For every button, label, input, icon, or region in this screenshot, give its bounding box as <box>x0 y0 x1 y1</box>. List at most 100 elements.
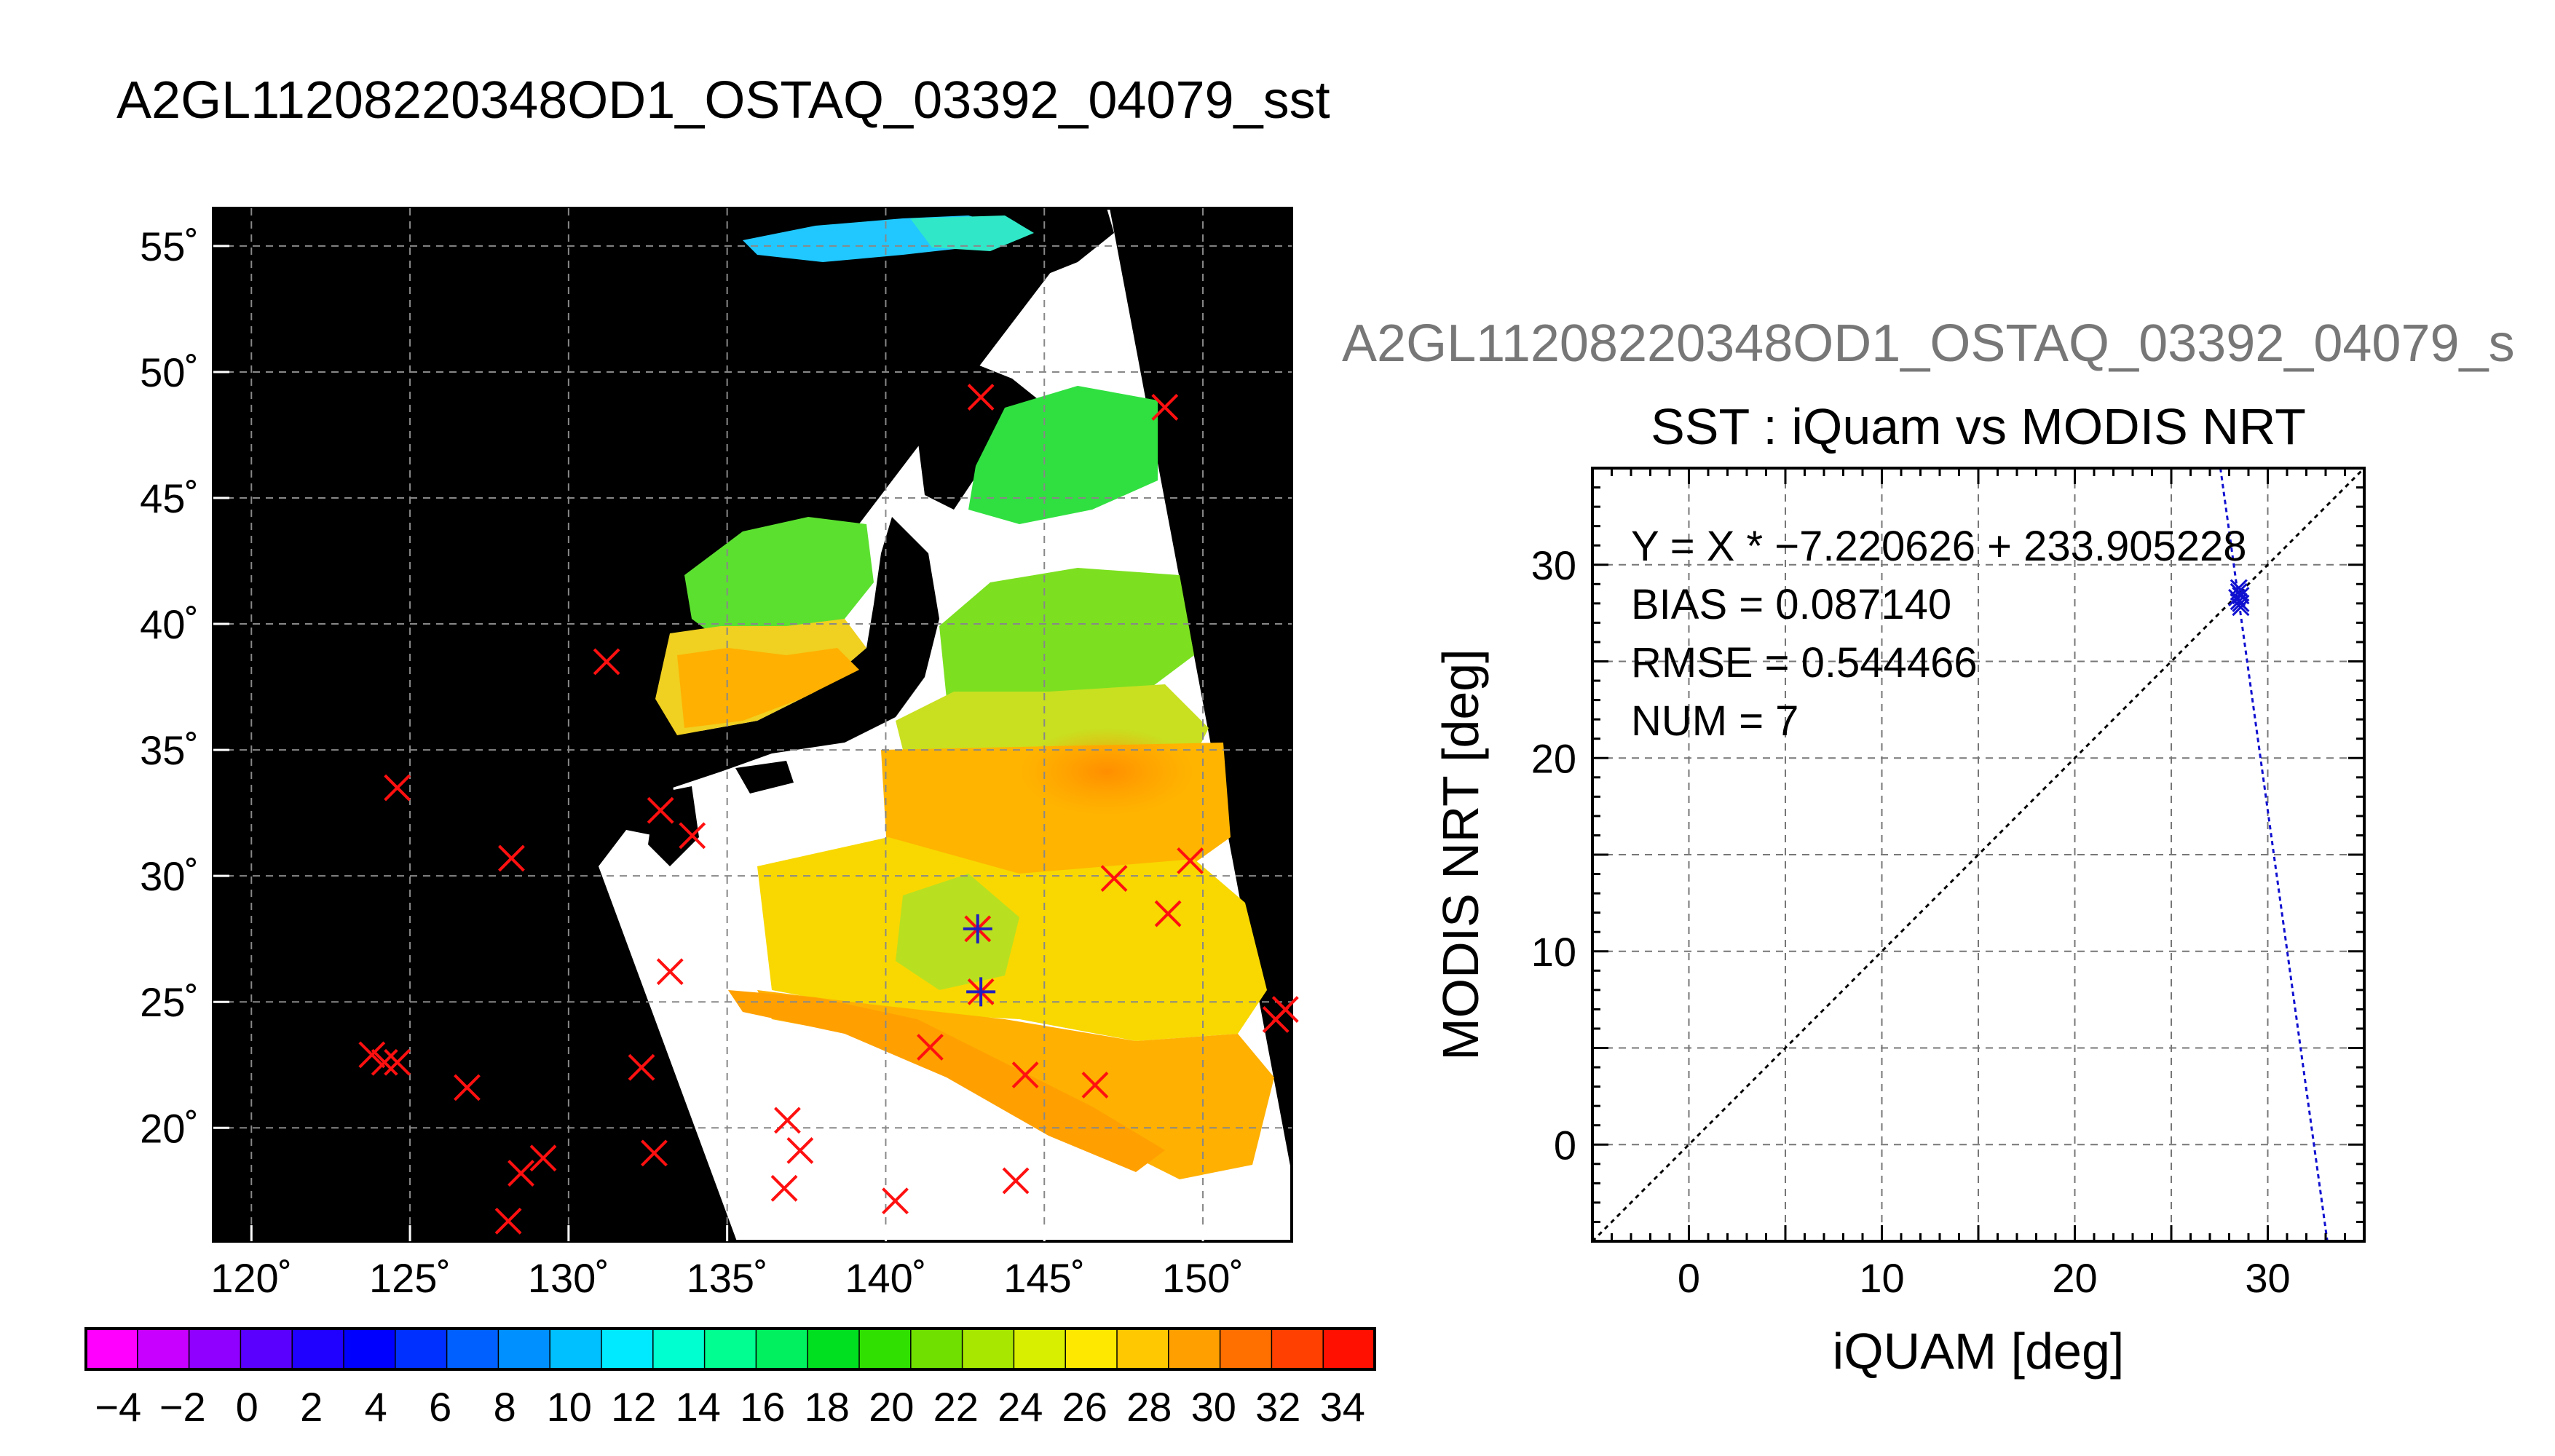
buoy-marker <box>770 1174 798 1202</box>
colorbar-label: 6 <box>429 1384 451 1430</box>
colorbar-label: 26 <box>1062 1384 1107 1430</box>
colorbar-cell <box>188 1328 242 1370</box>
colorbar-cell <box>1168 1328 1221 1370</box>
sst-kuril-green <box>968 386 1158 524</box>
colorbar-cell <box>1322 1328 1376 1370</box>
buoy-marker <box>384 1048 411 1076</box>
map-grid <box>213 208 1292 1241</box>
buoy-marker <box>656 958 684 986</box>
buoy-marker <box>1011 1061 1039 1088</box>
colorbar-cell <box>1013 1328 1067 1370</box>
buoy-marker <box>774 1107 801 1134</box>
buoy-marker <box>494 1207 522 1235</box>
colorbar-cell <box>497 1328 551 1370</box>
colorbar-cells <box>85 1328 1376 1370</box>
map-lon-label: 135˚ <box>687 1255 768 1301</box>
colorbar-label: 22 <box>933 1384 979 1430</box>
colorbar-label: 28 <box>1126 1384 1172 1430</box>
buoy-marker <box>641 1139 668 1167</box>
x-tick-label: 30 <box>2245 1255 2290 1301</box>
colorbar-cell <box>240 1328 293 1370</box>
colorbar-label: 0 <box>236 1384 258 1430</box>
buoy-marker <box>1002 1167 1030 1195</box>
land-sakhalin <box>936 269 979 379</box>
sst-pacific-green <box>939 568 1194 706</box>
scatter-points <box>2228 579 2250 617</box>
sst-map: 120˚ 125˚ 130˚ 135˚ 140˚ 145˚ 150˚ 20˚ 25˚ 30˚ 35˚… <box>140 207 1299 1301</box>
buoy-marker <box>882 1187 909 1215</box>
x-axis-label: iQUAM [deg] <box>1833 1323 2125 1380</box>
colorbar: −4 −2 0 2 4 6 8 10 12 14 16 18 20 22 24 26 28 30 32 34 <box>84 1327 1376 1430</box>
buoy-marker <box>384 774 411 802</box>
sst-southern-orange-strip <box>728 990 1165 1172</box>
map-lat-label: 20˚ <box>140 1105 199 1151</box>
map-lat-label: 40˚ <box>140 601 199 647</box>
colorbar-tick-labels: −4 −2 0 2 4 6 8 10 12 14 16 18 20 22 24 26 28 30 32 34 <box>95 1384 1365 1430</box>
map-lat-label: 45˚ <box>140 475 199 521</box>
sst-japan-sea-green <box>684 517 874 641</box>
colorbar-label: 30 <box>1191 1384 1236 1430</box>
colorbar-label: −4 <box>95 1384 141 1430</box>
buoy-marker <box>529 1144 557 1172</box>
buoy-marker <box>679 822 706 850</box>
buoy-marker <box>1177 847 1204 874</box>
buoy-marker <box>1271 996 1299 1024</box>
colorbar-label: 2 <box>300 1384 323 1430</box>
scatter-grid <box>1592 468 2364 1241</box>
colorbar-cell <box>446 1328 499 1370</box>
sst-warm-core <box>1019 728 1194 815</box>
land-kyushu <box>648 786 699 866</box>
colorbar-cell <box>1219 1328 1273 1370</box>
scatter-point <box>2232 598 2250 617</box>
colorbar-label: 18 <box>805 1384 850 1430</box>
colorbar-cell <box>1116 1328 1170 1370</box>
colorbar-cell <box>807 1328 861 1370</box>
colorbar-cell <box>395 1328 448 1370</box>
colorbar-label: 32 <box>1255 1384 1300 1430</box>
colorbar-cell <box>1271 1328 1324 1370</box>
stats-line: Y = X * −7.220626 + 233.905228 <box>1631 523 2247 570</box>
main-title: A2GL11208220348OD1_OSTAQ_03392_04079_sst <box>117 71 1330 130</box>
y-tick-label: 0 <box>1554 1122 1576 1168</box>
colorbar-label: 12 <box>611 1384 656 1430</box>
scatter-plot: SST : iQuam vs MODIS NRT 0 10 20 300102030 … <box>1432 398 2366 1380</box>
stats-line: BIAS = 0.087140 <box>1631 581 1951 628</box>
colorbar-cell <box>291 1328 345 1370</box>
map-lon-label: 130˚ <box>528 1255 609 1301</box>
colorbar-cell <box>137 1328 190 1370</box>
stats-line: RMSE = 0.544466 <box>1631 639 1978 687</box>
map-tick-labels: 120˚ 125˚ 130˚ 135˚ 140˚ 145˚ 150˚ 20˚ 25˚ 30˚ 35˚… <box>140 223 1244 1301</box>
sst-subtropical-green-patch <box>896 874 1019 990</box>
map-lat-label: 50˚ <box>140 349 199 395</box>
buoy-marker <box>1151 394 1179 421</box>
buoy-marker <box>1081 1072 1109 1099</box>
map-lat-label: 30˚ <box>140 853 199 899</box>
buoy-marker <box>1100 865 1128 893</box>
map-lon-label: 145˚ <box>1003 1255 1085 1301</box>
land-far-east <box>714 208 1114 510</box>
buoy-marker <box>917 1034 944 1061</box>
colorbar-cell <box>601 1328 655 1370</box>
buoy-marker <box>358 1041 386 1069</box>
y-tick-label: 20 <box>1531 735 1576 781</box>
colorbar-label: 14 <box>676 1384 721 1430</box>
colorbar-label: 34 <box>1320 1384 1365 1430</box>
scatter-ticks: 0 10 20 30 0 10 20 30 <box>1531 467 2366 1301</box>
colorbar-frame <box>84 1327 1376 1371</box>
sst-okhotsk-cyan <box>910 215 1034 251</box>
buoy-marker <box>628 1053 655 1081</box>
buoy-marker <box>508 1160 534 1187</box>
map-markers <box>358 384 1299 1235</box>
colorbar-cell <box>910 1328 963 1370</box>
colorbar-label: 16 <box>740 1384 785 1430</box>
x-tick-label: 20 <box>2052 1255 2097 1301</box>
colorbar-cell <box>858 1328 912 1370</box>
stats-line: NUM = 7 <box>1631 697 1798 745</box>
colorbar-label: −2 <box>159 1384 206 1430</box>
land-honshu <box>619 517 939 794</box>
map-lat-label: 55˚ <box>140 223 199 269</box>
colorbar-label: 4 <box>365 1384 387 1430</box>
colorbar-cell <box>652 1328 706 1370</box>
map-lon-label: 125˚ <box>369 1255 451 1301</box>
